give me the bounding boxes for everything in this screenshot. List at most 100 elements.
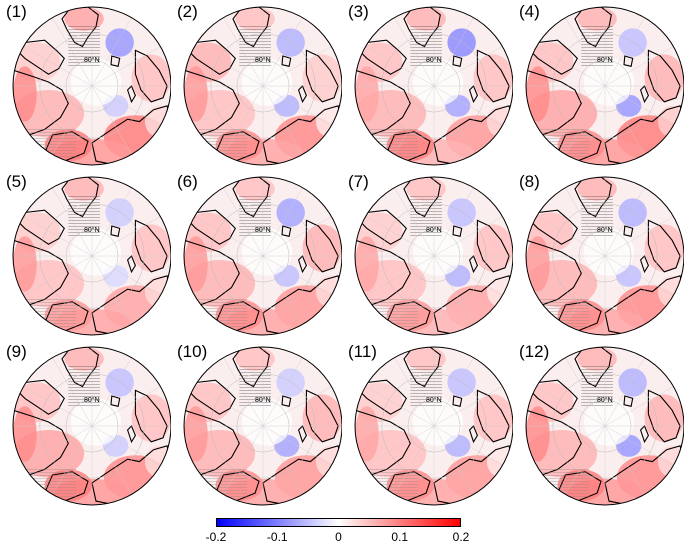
colorbar-tick-label: -0.1 — [266, 530, 288, 544]
coastline — [529, 379, 578, 415]
neutral-area — [583, 228, 635, 276]
anomaly-patch — [215, 299, 263, 332]
anomaly-patch — [447, 198, 476, 227]
anomaly-patch — [557, 129, 605, 162]
coastline — [134, 49, 168, 103]
meridian-line — [536, 216, 674, 296]
anomaly-patch — [235, 177, 275, 201]
coastline — [623, 395, 634, 407]
neutral-area — [412, 228, 464, 276]
coastline — [297, 255, 308, 274]
map-panel: 80°N (11) — [342, 340, 513, 510]
polar-map: 80°N — [354, 346, 513, 506]
meridian-line — [23, 216, 161, 296]
map-boundary — [12, 176, 171, 336]
coastline — [647, 219, 681, 273]
coastline — [297, 425, 308, 444]
coastline — [358, 209, 407, 245]
map-panel: 80°N (12) — [513, 340, 684, 510]
coastline — [476, 389, 510, 443]
map-panel: 80°N (10) — [171, 340, 342, 510]
coastline — [297, 85, 308, 104]
map-boundary — [12, 346, 171, 506]
coastline — [187, 39, 236, 75]
map-content — [184, 347, 342, 505]
latitude-label: 80°N — [255, 56, 271, 64]
panel-label: (12) — [519, 342, 550, 361]
latitude-label: 80°N — [597, 226, 613, 234]
panel-label: (6) — [177, 172, 198, 191]
latitude-label: 80°N — [426, 226, 442, 234]
anomaly-patch — [64, 347, 104, 371]
map-panel: 80°N (2) — [171, 0, 342, 170]
coastline — [110, 55, 121, 67]
latitude-label: 80°N — [426, 396, 442, 404]
coastline — [305, 389, 339, 443]
panel-label: (5) — [6, 172, 27, 191]
colorbar-tick-label: 0.2 — [452, 530, 470, 544]
coastline — [647, 389, 681, 443]
map-panel: 80°N (6) — [171, 170, 342, 340]
latitude-label: 80°N — [255, 226, 271, 234]
polar-map: 80°N — [525, 6, 684, 166]
anomaly-patch — [406, 347, 446, 371]
map-boundary — [525, 6, 684, 166]
anomaly-patch — [557, 469, 605, 502]
latitude-label: 80°N — [597, 396, 613, 404]
panel-label: (3) — [348, 2, 369, 21]
coastline — [639, 85, 650, 104]
coastline — [126, 85, 137, 104]
map-content — [526, 347, 684, 505]
anomaly-patch — [276, 368, 305, 397]
panel-label: (7) — [348, 172, 369, 191]
neutral-area — [70, 58, 122, 106]
anomaly-patch — [406, 177, 446, 201]
map-boundary — [183, 6, 342, 166]
anomaly-patch — [526, 66, 550, 122]
colorbar-tick-label: -0.2 — [205, 530, 227, 544]
coastline — [126, 255, 137, 274]
anomaly-patch — [355, 66, 379, 122]
panel-label: (9) — [6, 342, 27, 361]
anomaly-patch — [526, 406, 550, 462]
anomaly-patch — [64, 177, 104, 201]
anomaly-patch — [618, 198, 647, 227]
meridian-line — [194, 216, 332, 296]
meridian-line — [365, 46, 503, 126]
coastline — [16, 209, 65, 245]
neutral-area — [583, 58, 635, 106]
coastline — [358, 379, 407, 415]
neutral-area — [412, 398, 464, 446]
polar-map: 80°N — [354, 176, 513, 336]
neutral-area — [583, 398, 635, 446]
coastline — [187, 209, 236, 245]
anomaly-patch — [577, 347, 617, 371]
map-boundary — [354, 176, 513, 336]
coastline — [452, 395, 463, 407]
anomaly-patch — [577, 7, 617, 31]
map-panel: 80°N (3) — [342, 0, 513, 170]
meridian-line — [365, 216, 503, 296]
panel-label: (11) — [348, 342, 377, 361]
anomaly-patch — [386, 469, 434, 502]
coastline — [305, 49, 339, 103]
polar-map: 80°N — [525, 176, 684, 336]
anomaly-patch — [447, 368, 476, 397]
anomaly-patch — [105, 28, 134, 57]
meridian-line — [536, 386, 674, 466]
map-panel: 80°N (9) — [0, 340, 171, 510]
coastline — [281, 395, 292, 407]
map-content — [355, 177, 513, 335]
coastline — [134, 389, 168, 443]
map-content — [13, 177, 171, 335]
latitude-label: 80°N — [426, 56, 442, 64]
coastline — [647, 49, 681, 103]
map-boundary — [525, 346, 684, 506]
anomaly-patch — [44, 299, 92, 332]
anomaly-patch — [618, 28, 647, 57]
coastline — [110, 225, 121, 237]
coastline — [476, 219, 510, 273]
panel-label: (1) — [6, 2, 27, 21]
map-content — [13, 7, 171, 165]
meridian-line — [194, 46, 332, 126]
